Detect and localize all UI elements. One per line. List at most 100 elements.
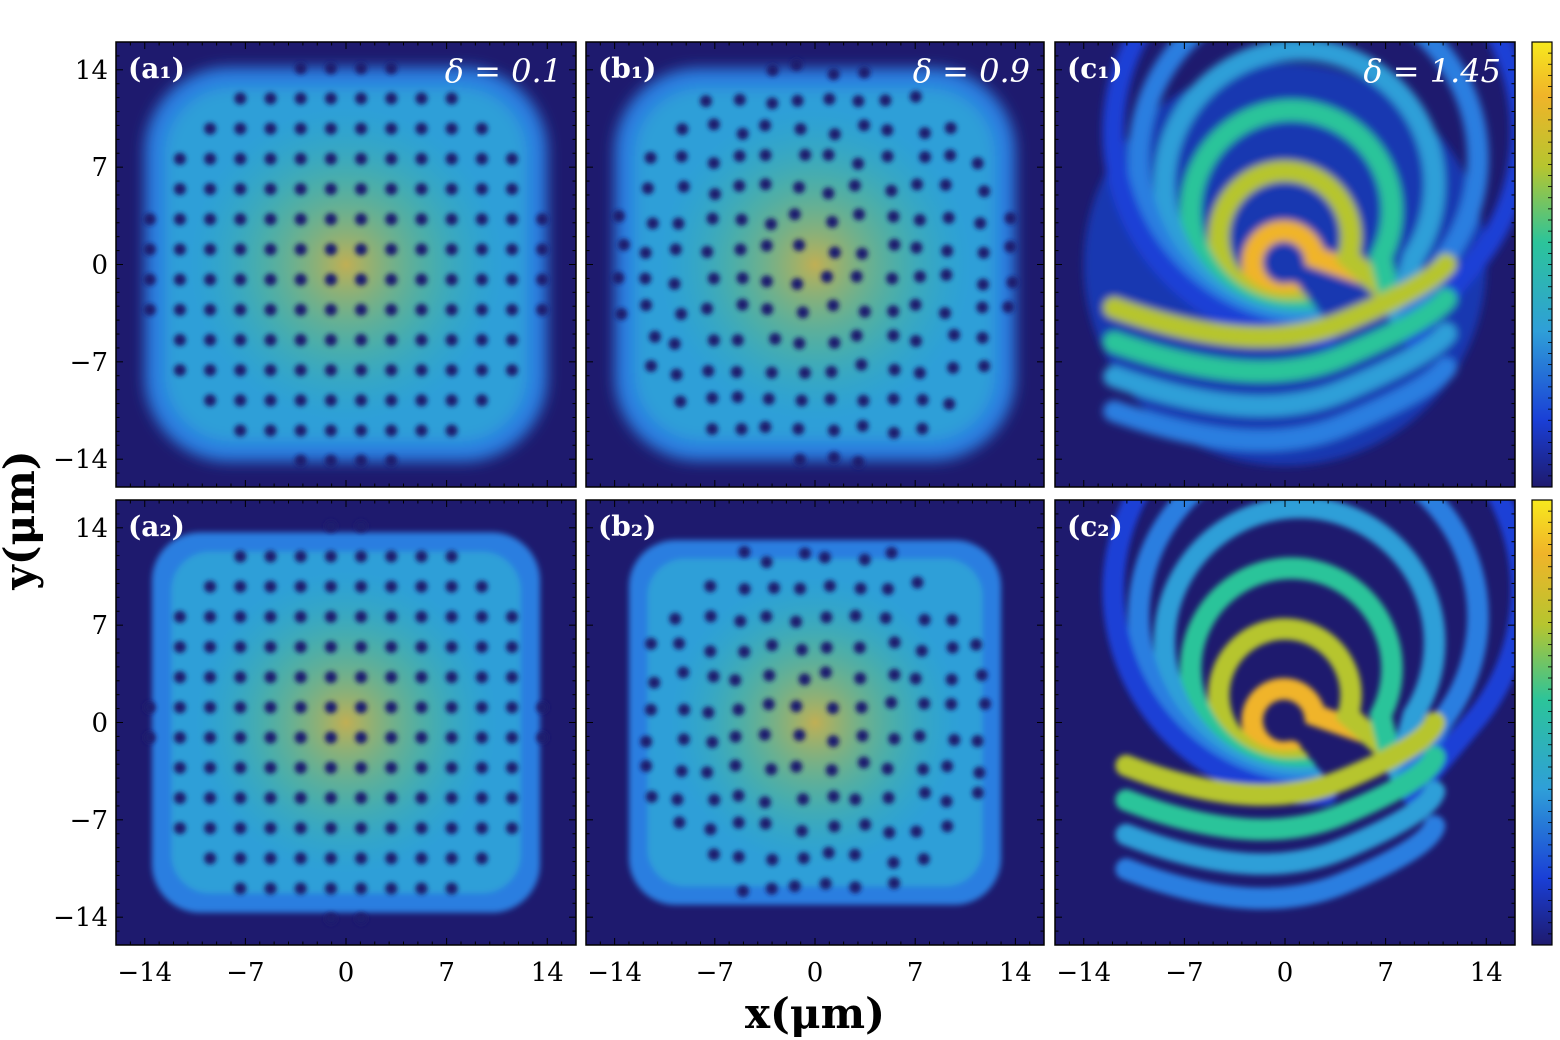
density-hole — [702, 364, 715, 377]
density-hole — [822, 187, 835, 200]
density-hole — [324, 454, 337, 467]
density-hole — [732, 850, 745, 863]
density-hole — [385, 303, 398, 316]
density-hole — [885, 546, 898, 559]
density-hole — [445, 550, 458, 563]
density-hole — [888, 238, 901, 251]
density-hole — [881, 124, 894, 137]
density-hole — [733, 179, 746, 192]
density-hole — [355, 550, 368, 563]
density-hole — [324, 273, 337, 286]
density-hole — [848, 179, 861, 192]
density-hole — [234, 671, 247, 684]
density-hole — [204, 580, 217, 593]
density-hole — [415, 424, 428, 437]
density-hole — [670, 368, 683, 381]
density-hole — [475, 791, 488, 805]
stripe — [1103, 357, 1457, 452]
density-hole — [355, 213, 368, 226]
density-hole — [887, 210, 900, 223]
density-hole — [879, 611, 892, 624]
density-hole — [734, 243, 747, 256]
density-hole — [732, 816, 745, 829]
x-tick-label: −7 — [696, 958, 734, 988]
panel-a1: −14 −7 0 7 14 (a₁) δ = 0.1 — [53, 41, 577, 488]
density-hole — [910, 241, 923, 254]
density-hole — [234, 152, 247, 165]
density-hole — [671, 793, 684, 806]
density-hole — [505, 822, 519, 835]
density-hole — [978, 360, 991, 373]
density-hole — [173, 243, 187, 256]
stripe — [1115, 746, 1446, 841]
density-hole — [729, 759, 742, 772]
density-hole — [264, 333, 277, 347]
density-hole — [823, 580, 836, 593]
density-hole — [887, 856, 900, 869]
panel-label: (c₂) — [1067, 510, 1123, 543]
density-hole — [759, 178, 772, 191]
density-hole — [294, 364, 307, 377]
density-hole — [646, 217, 659, 230]
density-hole — [536, 701, 549, 714]
density-hole — [732, 789, 745, 802]
density-hole — [204, 394, 217, 407]
density-hole — [939, 178, 952, 191]
density-hole — [882, 791, 895, 804]
y-tick-label: 7 — [91, 153, 108, 183]
density-hole — [324, 424, 337, 437]
density-hole — [675, 765, 688, 778]
density-hole — [445, 731, 458, 744]
density-hole — [918, 786, 931, 799]
density-hole — [415, 122, 428, 135]
density-hole — [823, 93, 836, 106]
density-hole — [355, 122, 368, 135]
density-hole — [355, 424, 368, 437]
density-hole — [324, 882, 337, 895]
density-hole — [475, 640, 488, 654]
density-hole — [234, 580, 247, 593]
density-hole — [707, 848, 720, 861]
density-hole — [970, 638, 983, 651]
density-hole — [857, 394, 870, 407]
density-hole — [648, 676, 661, 689]
density-hole — [850, 329, 863, 342]
density-hole — [731, 334, 744, 347]
density-hole — [415, 640, 428, 654]
density-hole — [204, 213, 217, 226]
density-hole — [445, 791, 458, 805]
density-hole — [445, 152, 458, 165]
density-hole — [294, 424, 307, 437]
density-hole — [143, 731, 156, 744]
density-hole — [294, 454, 307, 467]
density-hole — [475, 852, 488, 865]
density-hole — [916, 393, 929, 406]
density-hole — [702, 706, 715, 719]
density-hole — [854, 672, 867, 685]
density-hole — [355, 882, 368, 895]
density-hole — [385, 761, 398, 774]
density-hole — [848, 848, 861, 861]
density-hole — [911, 178, 924, 191]
density-hole — [294, 213, 307, 226]
density-hole — [827, 451, 840, 464]
density-hole — [385, 640, 398, 654]
density-hole — [707, 670, 720, 683]
density-hole — [945, 698, 958, 711]
density-hole — [294, 152, 307, 165]
density-hole — [826, 215, 839, 228]
x-tick-label: 0 — [1277, 958, 1294, 988]
density-hole — [536, 273, 549, 286]
density-hole — [887, 329, 900, 342]
density-hole — [971, 735, 984, 748]
density-hole — [264, 182, 277, 196]
density-hole — [324, 822, 337, 835]
density-hole — [852, 208, 866, 221]
density-hole — [324, 912, 337, 925]
density-hole — [820, 611, 833, 624]
density-hole — [324, 580, 337, 593]
density-hole — [938, 307, 952, 320]
density-hole — [385, 852, 398, 865]
density-hole — [415, 243, 428, 256]
density-hole — [706, 392, 719, 405]
